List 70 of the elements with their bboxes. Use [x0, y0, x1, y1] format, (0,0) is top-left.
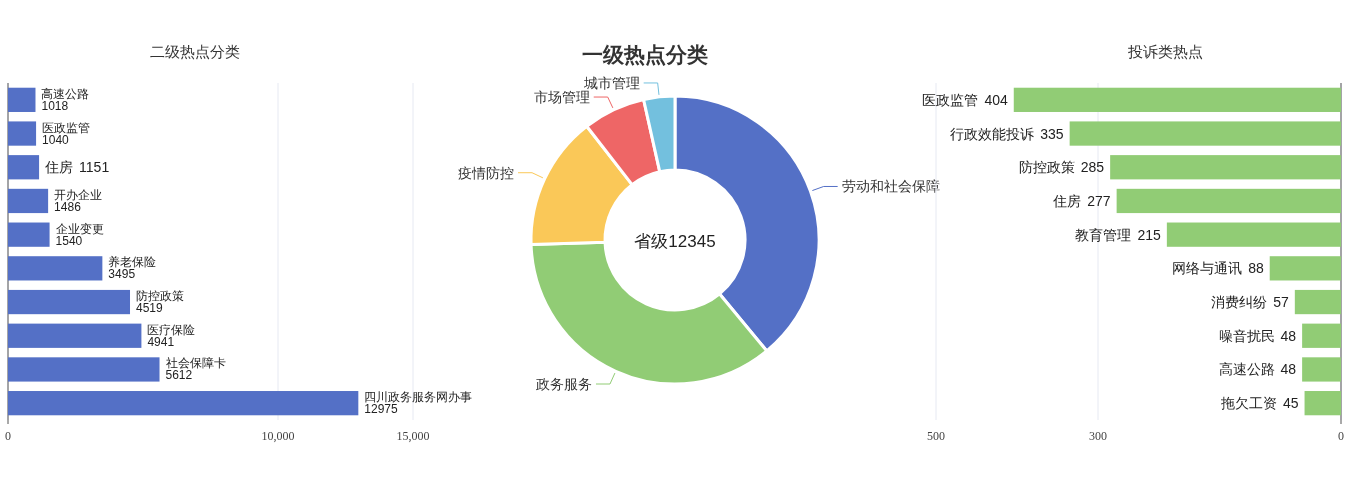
slice-label: 疫情防控: [458, 165, 515, 181]
data-label: 12975: [364, 402, 399, 417]
y-tick-label: 高速公路: [41, 86, 90, 101]
text: 省级12345: [634, 232, 716, 251]
y-tick-label: 医疗保险: [147, 322, 196, 337]
slice-label: 劳动和社会保障: [841, 179, 940, 195]
y-tick-label: 网络与通讯: [1172, 261, 1243, 277]
bar: [1166, 222, 1341, 247]
chart-title: 投诉类热点: [1126, 44, 1203, 60]
data-label: 45: [1282, 395, 1299, 412]
x-tick-label: 15,000: [396, 429, 430, 443]
bar: [1269, 256, 1341, 281]
y-tick-label: 行政效能投诉: [950, 126, 1035, 142]
slice-label: 政务服务: [535, 377, 592, 392]
bar: [1013, 87, 1341, 112]
bar: [1110, 155, 1341, 180]
bar: [8, 87, 36, 112]
data-label: 3495: [108, 267, 136, 282]
y-tick-label: 防控政策: [136, 289, 185, 304]
data-label: 335: [1040, 125, 1064, 142]
y-tick-label: 教育管理: [1075, 226, 1132, 243]
chart-title: 一级热点分类: [582, 43, 708, 67]
y-tick-label: 医政监管: [42, 120, 91, 135]
x-tick-label: 10,000: [261, 429, 295, 443]
bar: [1069, 121, 1341, 146]
data-label: 48: [1280, 327, 1297, 344]
data-label: 1151: [79, 159, 110, 176]
x-tick-label: 0: [5, 429, 11, 443]
x-tick-label: 300: [1089, 429, 1107, 443]
bar: [8, 289, 131, 315]
y-tick-label: 防控政策: [1018, 160, 1075, 176]
y-tick-label: 高速公路: [1218, 362, 1275, 378]
y-tick-label: 噪音扰民: [1218, 328, 1275, 344]
y-tick-label: 四川政务服务网办事: [364, 390, 473, 405]
chart-title: 二级热点分类: [150, 44, 240, 60]
bar: [1116, 188, 1341, 214]
data-label: 88: [1248, 260, 1264, 277]
y-tick-label: 拖欠工资: [1219, 396, 1277, 412]
bar: [1302, 357, 1341, 382]
bar: [8, 391, 359, 416]
y-tick-label: 消费纠纷: [1211, 295, 1268, 311]
bar: [8, 121, 37, 146]
data-label: 48: [1280, 361, 1297, 378]
x-tick-label: 500: [927, 429, 945, 443]
data-label: 404: [984, 91, 1008, 108]
bar: [1304, 391, 1341, 416]
bar: [8, 357, 160, 382]
y-tick-label: 社会保障卡: [165, 356, 226, 371]
y-tick-label: 医政监管: [922, 92, 979, 108]
x-tick-label: 0: [1338, 429, 1344, 443]
y-tick-label: 开办企业: [54, 187, 103, 202]
data-label: 215: [1137, 226, 1162, 243]
bar: [8, 188, 49, 214]
bar: [1294, 289, 1341, 315]
y-tick-label: 住房: [1052, 193, 1082, 209]
slice-label: 市场管理: [533, 90, 590, 106]
y-tick-label: 住房: [44, 160, 74, 176]
data-label: 285: [1080, 159, 1105, 176]
y-tick-label: 养老保险: [108, 255, 157, 270]
bar: [8, 256, 103, 281]
data-label: 277: [1087, 192, 1111, 209]
data-label: 57: [1273, 294, 1290, 311]
data-label: 5612: [165, 368, 193, 383]
bar: [8, 323, 142, 348]
y-tick-label: 企业变更: [55, 221, 104, 236]
slice-label: 城市管理: [582, 75, 640, 91]
data-label: 4519: [136, 301, 164, 316]
bar: [8, 155, 40, 180]
bar: [1302, 323, 1341, 348]
bar: [8, 222, 50, 247]
